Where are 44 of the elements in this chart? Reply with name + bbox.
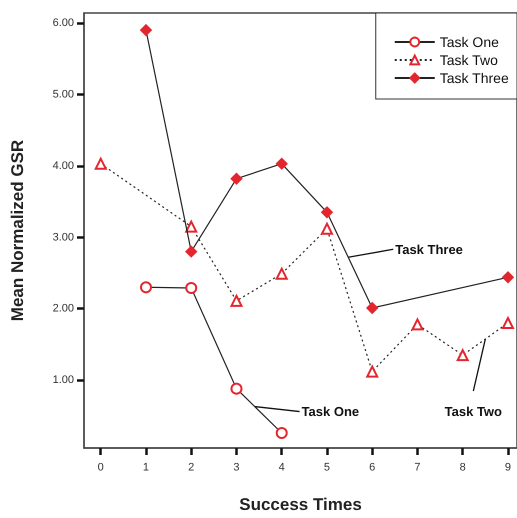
x-tick-label: 5 bbox=[324, 462, 330, 474]
point bbox=[185, 282, 198, 294]
point bbox=[411, 318, 424, 330]
point bbox=[276, 268, 288, 280]
point bbox=[320, 206, 333, 218]
point bbox=[366, 302, 378, 314]
x-tick-label: 4 bbox=[278, 462, 285, 474]
point bbox=[230, 382, 242, 395]
x-tick-label: 6 bbox=[369, 462, 376, 474]
point bbox=[94, 158, 107, 170]
y-axis-title: Mean Normalized GSR bbox=[8, 140, 27, 322]
annotation: Task Two bbox=[444, 404, 502, 420]
x-tick-label: 3 bbox=[233, 462, 240, 474]
x-tick-label: 0 bbox=[98, 462, 104, 474]
point bbox=[230, 294, 242, 307]
point bbox=[140, 281, 152, 294]
point bbox=[366, 366, 378, 378]
x-tick-label: 9 bbox=[504, 462, 512, 474]
x-tick-label: 8 bbox=[460, 462, 466, 474]
point bbox=[276, 427, 288, 439]
point bbox=[230, 172, 242, 185]
y-tick-label: 1.00 bbox=[52, 374, 74, 386]
point bbox=[140, 24, 152, 36]
y-tick-label: 5.00 bbox=[52, 88, 74, 100]
legend-label: Task Two bbox=[440, 52, 498, 68]
annotation: Task Three bbox=[395, 242, 463, 257]
annotation: Task One bbox=[302, 404, 360, 420]
point bbox=[502, 317, 514, 329]
x-tick-label: 7 bbox=[414, 462, 421, 474]
x-tick-label: 2 bbox=[188, 462, 194, 474]
point bbox=[456, 349, 469, 362]
y-tick-label: 2.00 bbox=[52, 302, 74, 315]
x-axis-title: Success Times bbox=[239, 495, 362, 514]
point bbox=[276, 158, 288, 170]
y-tick-label: 3.00 bbox=[52, 231, 74, 244]
x-tick-label: 1 bbox=[142, 462, 150, 474]
point bbox=[502, 271, 514, 284]
y-tick-label: 4.00 bbox=[52, 160, 74, 172]
y-tick-label: 6.00 bbox=[52, 17, 74, 29]
point bbox=[185, 246, 198, 258]
legend-label: Task One bbox=[440, 34, 500, 50]
point bbox=[185, 220, 198, 233]
legend-label: Task Three bbox=[440, 70, 509, 86]
point bbox=[320, 222, 333, 235]
